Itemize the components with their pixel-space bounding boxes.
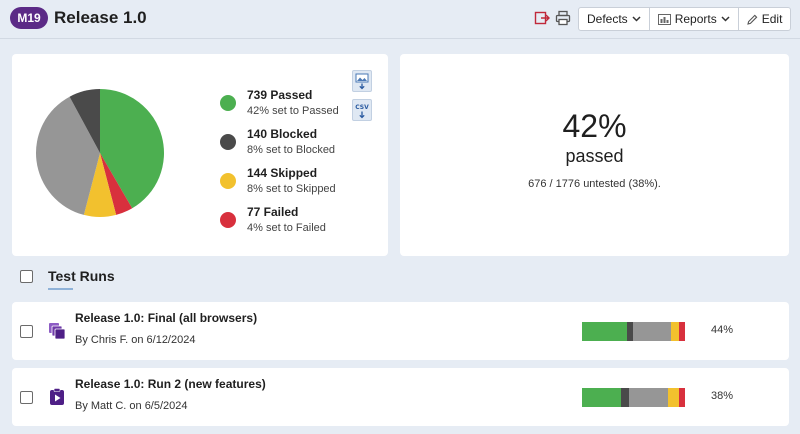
run-percent: 38% [711, 390, 734, 402]
select-all-checkbox[interactable] [20, 270, 33, 283]
header-divider [0, 38, 800, 39]
reports-icon [657, 13, 671, 25]
print-icon[interactable] [554, 9, 572, 27]
progress-segment-untested [629, 388, 669, 407]
chevron-down-icon [632, 16, 641, 22]
test-run-row: Release 1.0: Run 2 (new features) By Mat… [12, 368, 789, 426]
row-checkbox[interactable] [20, 391, 33, 404]
progress-segment-passed [582, 322, 628, 341]
legend-subtext: 4% set to Failed [247, 222, 326, 234]
status-chart-panel: 739 Passed 42% set to Passed 140 Blocked… [12, 54, 388, 256]
run-meta: By Matt C. on 6/5/2024 [75, 400, 188, 412]
page-title: Release 1.0 [54, 8, 147, 27]
pie-slice-blocked [69, 89, 100, 153]
pie-slice-failed [100, 153, 133, 215]
progress-segment-skipped [668, 388, 679, 407]
pass-rate-panel: 42% passed 676 / 1776 untested (38%). [400, 54, 789, 256]
test-run-row: Release 1.0: Final (all browsers) By Chr… [12, 302, 789, 360]
legend-count: 144 Skipped [247, 166, 318, 180]
export-icon[interactable] [533, 9, 551, 27]
progress-segment-failed [678, 388, 685, 407]
row-checkbox[interactable] [20, 325, 33, 338]
run-progress-bar [582, 388, 685, 407]
pie-slice-passed [100, 89, 165, 209]
section-title: Test Runs [48, 268, 115, 284]
progress-segment-untested [633, 322, 671, 341]
untested-summary: 676 / 1776 untested (38%). [528, 178, 661, 190]
test-plan-icon [49, 323, 66, 340]
blocked-dot [220, 134, 236, 150]
passed-dot [220, 95, 236, 111]
status-pie-chart [36, 89, 165, 217]
run-title-link[interactable]: Release 1.0: Final (all browsers) [75, 311, 258, 325]
toolbar: Defects Reports Edit [578, 7, 792, 31]
progress-segment-skipped [670, 322, 679, 341]
legend-count: 140 Blocked [247, 127, 318, 141]
reports-label: Reports [674, 12, 717, 26]
legend-count: 77 Failed [247, 205, 299, 219]
progress-segment-passed [582, 388, 622, 407]
image-export-icon[interactable] [352, 70, 372, 92]
run-meta: By Chris F. on 6/12/2024 [75, 334, 196, 346]
legend-subtext: 8% set to Blocked [247, 144, 336, 156]
chevron-down-icon [721, 16, 730, 22]
pass-rate-label: passed [565, 146, 624, 166]
pie-slice-untested [36, 96, 100, 215]
skipped-dot [220, 173, 236, 189]
failed-dot [220, 212, 236, 228]
edit-label: Edit [761, 12, 783, 26]
svg-text:CSV: CSV [355, 104, 369, 111]
progress-segment-blocked [621, 388, 630, 407]
pie-slice-skipped [83, 153, 117, 217]
defects-dropdown[interactable]: Defects [579, 8, 650, 30]
page-header: M19 Release 1.0 Defects Reports [0, 0, 800, 38]
test-run-icon [50, 388, 64, 405]
progress-segment-failed [678, 322, 685, 341]
legend-subtext: 8% set to Skipped [247, 183, 336, 195]
legend-subtext: 42% set to Passed [247, 105, 339, 117]
csv-export-icon[interactable]: CSV [352, 99, 372, 121]
run-title-link[interactable]: Release 1.0: Run 2 (new features) [75, 377, 266, 391]
reports-dropdown[interactable]: Reports [650, 8, 739, 30]
milestone-badge: M19 [10, 7, 48, 29]
pass-rate-percent: 42% [562, 108, 627, 144]
pencil-icon [746, 14, 758, 25]
section-underline [48, 288, 73, 290]
defects-label: Defects [587, 12, 628, 26]
run-progress-bar [582, 322, 685, 341]
legend-count: 739 Passed [247, 88, 313, 102]
edit-button[interactable]: Edit [739, 8, 791, 30]
run-percent: 44% [711, 324, 734, 336]
progress-segment-blocked [627, 322, 634, 341]
